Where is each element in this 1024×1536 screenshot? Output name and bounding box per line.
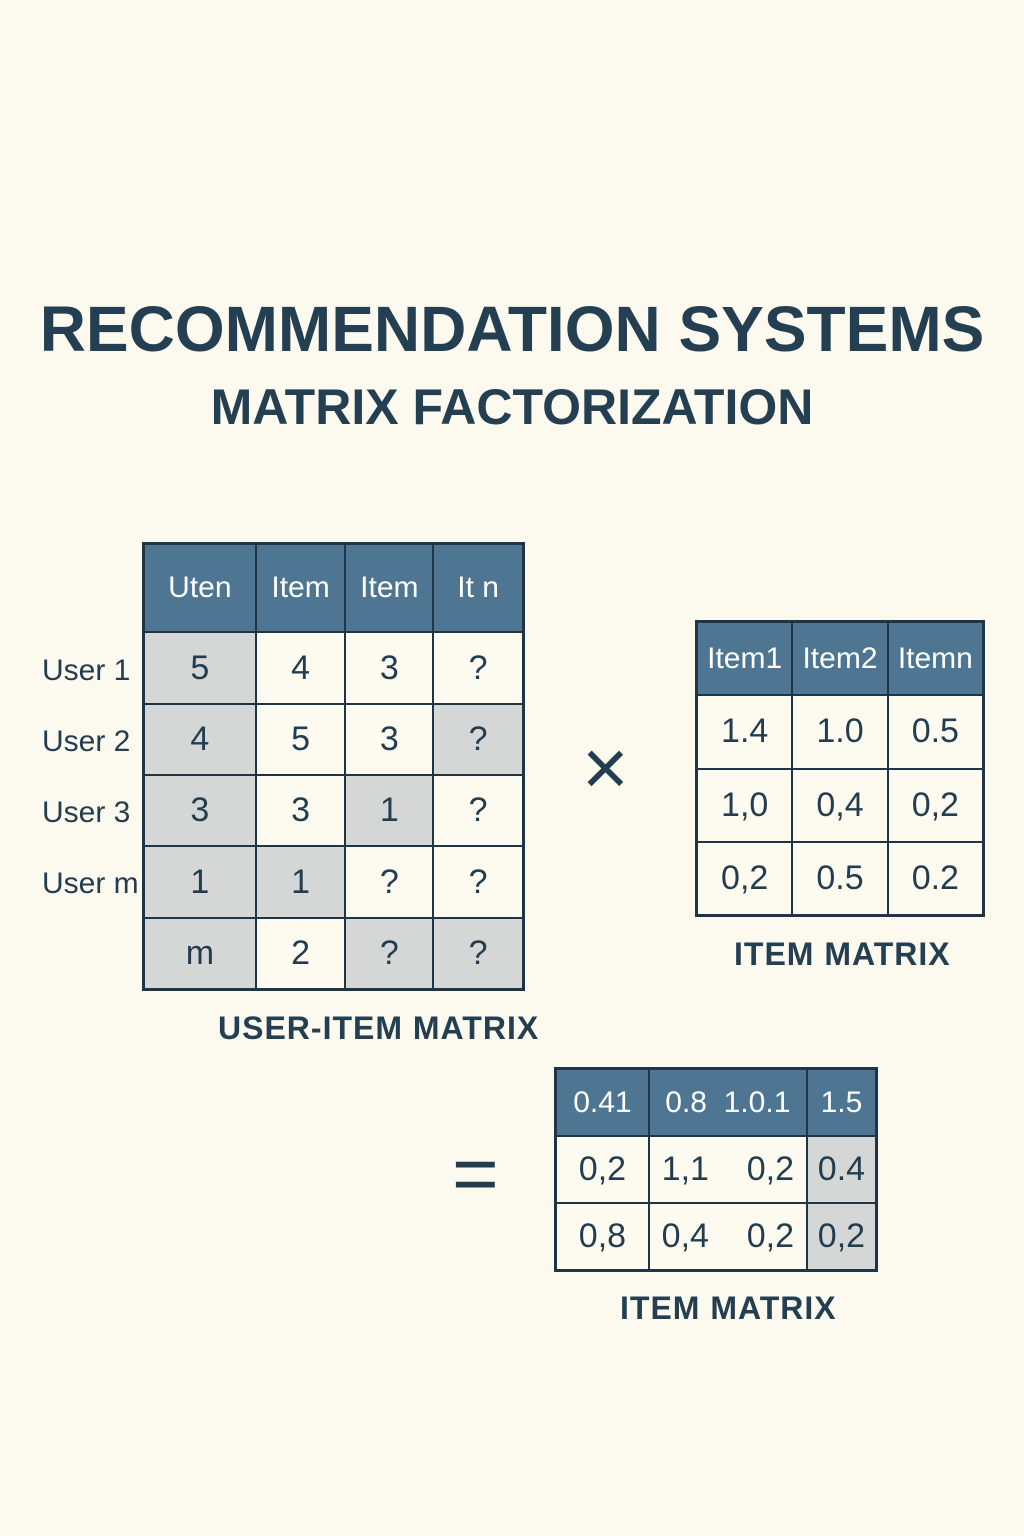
column-header: 0.8 1.0.1	[649, 1070, 806, 1135]
column-header: 0.41	[557, 1070, 648, 1135]
matrix-cell: 5	[145, 633, 255, 703]
column-header: Item	[256, 545, 345, 631]
matrix-cell: 3	[346, 633, 433, 703]
matrix-cell: ?	[434, 847, 522, 917]
matrix-cell: 3	[256, 776, 345, 845]
column-header: It n	[434, 545, 522, 631]
result-matrix: 0.41 0.8 1.0.1 1.5 0,2 1,1 0,2 0.4 0,8 0,4 0,2 0…	[554, 1067, 878, 1272]
column-header: Itemn	[888, 623, 982, 695]
matrix-cell: ?	[434, 705, 522, 774]
result-matrix-caption: ITEM MATRIX	[620, 1290, 837, 1326]
user-item-matrix: Uten Item Item It n 5 4 3? 4 5 3? 3 3 1? 1 1?? m 2??	[142, 542, 525, 991]
matrix-cell: 1,1 0,2	[649, 1137, 806, 1202]
column-header: Item2	[793, 623, 887, 695]
matrix-cell: 1.4	[698, 696, 792, 768]
matrix-cell: 4	[145, 705, 255, 774]
page-title: RECOMMENDATION SYSTEMS	[39, 293, 985, 365]
matrix-cell: ?	[434, 919, 522, 988]
matrix-cell: 1	[256, 847, 345, 917]
matrix-cell: 0.4	[807, 1137, 875, 1202]
matrix-cell: 0,8	[557, 1204, 648, 1269]
matrix-cell: m	[145, 919, 255, 988]
matrix-cell: ?	[346, 919, 433, 988]
column-header: Uten	[145, 545, 255, 631]
matrix-cell: 5	[256, 705, 345, 774]
matrix-cell: 1.0	[793, 696, 887, 768]
matrix-cell: ?	[346, 847, 433, 917]
matrix-cell: 2	[256, 919, 345, 988]
user-item-matrix-caption: USER-ITEM MATRIX	[218, 1010, 540, 1046]
matrix-cell: ?	[434, 633, 522, 703]
matrix-cell: 0.2	[888, 842, 982, 914]
matrix-cell: 0,2	[557, 1137, 648, 1202]
matrix-cell: 0,4 0,2	[649, 1204, 806, 1269]
matrix-cell: 0,2	[807, 1204, 875, 1269]
column-header: Item	[346, 545, 433, 631]
row-label-user-2: User 2	[42, 725, 131, 758]
matrix-cell: 0,2	[888, 769, 982, 841]
matrix-cell: 4	[256, 633, 345, 703]
page-subtitle: MATRIX FACTORIZATION	[210, 379, 814, 435]
matrix-cell: ?	[434, 776, 522, 845]
matrix-cell: 1	[346, 776, 433, 845]
item-matrix-caption: ITEM MATRIX	[734, 936, 951, 972]
matrix-cell: 1	[145, 847, 255, 917]
matrix-cell: 0.5	[888, 696, 982, 768]
column-header: 1.5	[807, 1070, 875, 1135]
row-label-user-m: User m	[42, 867, 139, 900]
matrix-cell: 3	[346, 705, 433, 774]
matrix-cell: 1,0	[698, 769, 792, 841]
row-label-user-1: User 1	[42, 654, 131, 687]
column-header: Item1	[698, 623, 792, 695]
item-matrix: Item1 Item2 Itemn 1.4 1.0 0.5 1,0 0,4 0,2 0,2 0.5 0…	[695, 620, 985, 917]
matrix-cell: 0.5	[793, 842, 887, 914]
row-label-user-3: User 3	[42, 796, 131, 829]
multiply-symbol: ×	[582, 723, 629, 812]
matrix-cell: 0,2	[698, 842, 792, 914]
matrix-cell: 0,4	[793, 769, 887, 841]
matrix-cell: 3	[145, 776, 255, 845]
equals-symbol: =	[452, 1129, 499, 1218]
